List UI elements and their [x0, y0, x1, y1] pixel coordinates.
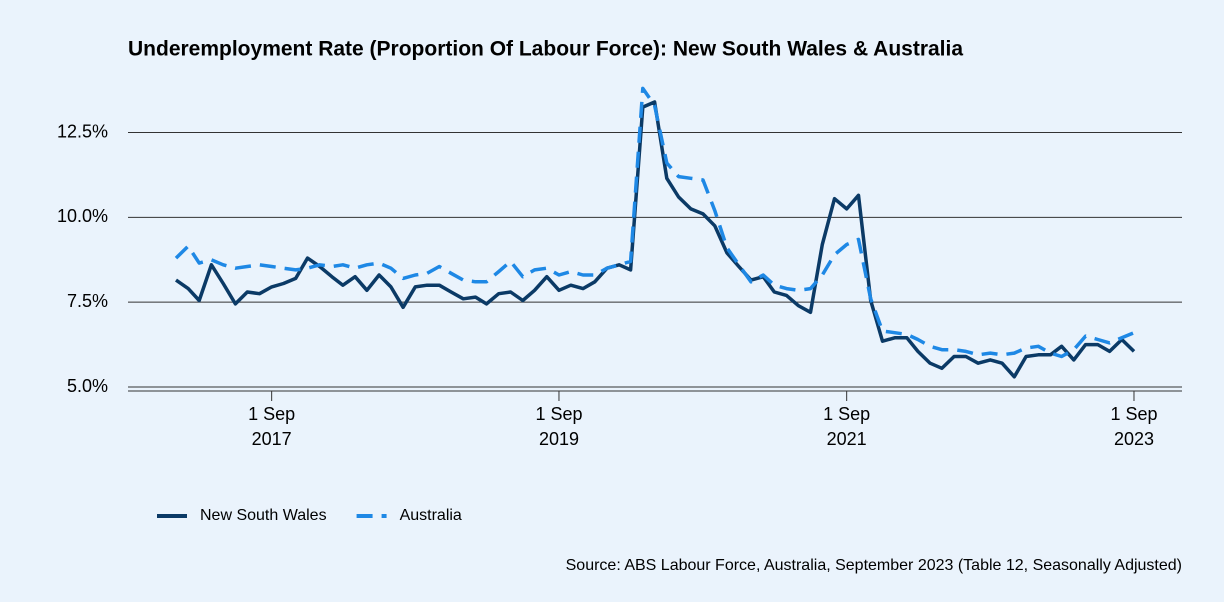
series-line	[174, 100, 1136, 379]
legend-label: New South Wales	[200, 507, 327, 524]
y-tick-label: 10.0%	[57, 206, 108, 226]
x-tick-label: 1 Sep 2019	[535, 404, 582, 449]
chart-title: Underemployment Rate (Proportion Of Labo…	[128, 38, 963, 61]
legend-label: Australia	[400, 507, 462, 524]
y-tick-label: 12.5%	[57, 121, 108, 141]
y-tick-label: 7.5%	[67, 291, 108, 311]
x-tick-label: 1 Sep 2021	[823, 404, 870, 449]
source-note: Source: ABS Labour Force, Australia, Sep…	[566, 557, 1182, 574]
x-tick-label: 1 Sep 2017	[248, 404, 295, 449]
x-tick-label: 1 Sep 2023	[1110, 404, 1157, 449]
y-tick-label: 5.0%	[67, 376, 108, 396]
series-line	[174, 86, 1135, 359]
